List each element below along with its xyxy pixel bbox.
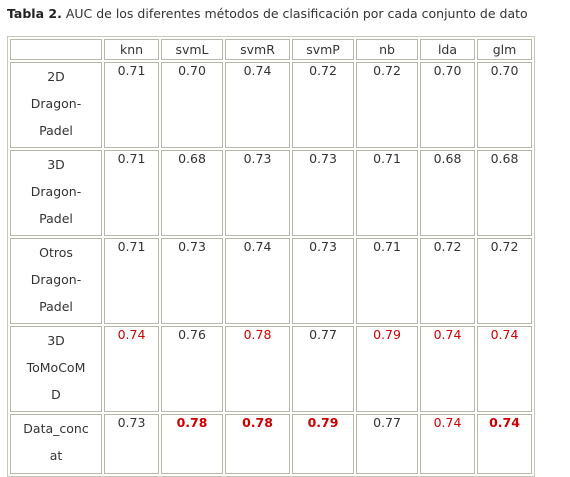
value-cell: 0.72 (356, 62, 418, 148)
row-header-line: Dragon- (30, 184, 82, 199)
value-cell: 0.72 (420, 238, 475, 324)
caption-text: AUC de los diferentes métodos de clasifi… (65, 6, 528, 21)
value-cell: 0.72 (292, 62, 354, 148)
value-cell: 0.79 (292, 414, 354, 474)
value-cell: 0.74 (477, 326, 532, 412)
value-cell: 0.77 (356, 414, 418, 474)
header-cell-knn: knn (104, 39, 159, 60)
value-cell: 0.70 (161, 62, 223, 148)
value-cell: 0.68 (477, 150, 532, 236)
row-header-line: Otros (39, 245, 73, 260)
value-cell: 0.74 (225, 62, 290, 148)
row-header: Otros Dragon- Padel (10, 238, 102, 324)
value-cell: 0.73 (225, 150, 290, 236)
row-header: Data_conc at (10, 414, 102, 474)
row-header-line: 3D (47, 157, 65, 172)
row-header: 3D ToMoCoM D (10, 326, 102, 412)
row-header-line: Dragon- (30, 96, 82, 111)
table-caption: Tabla 2. AUC de los diferentes métodos d… (7, 6, 528, 21)
value-cell: 0.77 (292, 326, 354, 412)
value-cell: 0.73 (292, 238, 354, 324)
value-cell: 0.74 (420, 326, 475, 412)
value-cell: 0.73 (292, 150, 354, 236)
value-cell: 0.70 (477, 62, 532, 148)
value-cell: 0.78 (161, 414, 223, 474)
value-cell: 0.68 (161, 150, 223, 236)
value-cell: 0.71 (356, 238, 418, 324)
header-cell-empty (10, 39, 102, 60)
row-header-line: at (49, 448, 63, 463)
row-header-line: Padel (39, 299, 73, 314)
value-cell: 0.72 (477, 238, 532, 324)
value-cell: 0.68 (420, 150, 475, 236)
header-row: knn svmL svmR svmP nb lda glm (10, 39, 532, 60)
value-cell: 0.70 (420, 62, 475, 148)
header-cell-svmr: svmR (225, 39, 290, 60)
table-row: Data_conc at 0.73 0.78 0.78 0.79 0.77 0.… (10, 414, 532, 474)
row-header-line: 2D (47, 69, 65, 84)
header-cell-lda: lda (420, 39, 475, 60)
row-header-line: 3D (47, 333, 65, 348)
header-cell-nb: nb (356, 39, 418, 60)
row-header: 2D Dragon- Padel (10, 62, 102, 148)
value-cell: 0.71 (104, 62, 159, 148)
row-header-line: Padel (39, 211, 73, 226)
header-cell-svmp: svmP (292, 39, 354, 60)
value-cell: 0.76 (161, 326, 223, 412)
value-cell: 0.73 (104, 414, 159, 474)
table-row: 2D Dragon- Padel 0.71 0.70 0.74 0.72 0.7… (10, 62, 532, 148)
header-cell-glm: glm (477, 39, 532, 60)
table-row: Otros Dragon- Padel 0.71 0.73 0.74 0.73 … (10, 238, 532, 324)
row-header-line: D (51, 387, 61, 402)
value-cell: 0.78 (225, 326, 290, 412)
caption-label: Tabla 2. (7, 6, 62, 21)
value-cell: 0.74 (225, 238, 290, 324)
value-cell: 0.73 (161, 238, 223, 324)
value-cell: 0.79 (356, 326, 418, 412)
value-cell: 0.71 (104, 150, 159, 236)
header-cell-svml: svmL (161, 39, 223, 60)
table-row: 3D ToMoCoM D 0.74 0.76 0.78 0.77 0.79 0.… (10, 326, 532, 412)
row-header-line: Dragon- (30, 272, 82, 287)
row-header-line: ToMoCoM (26, 360, 86, 375)
row-header-line: Data_conc (23, 421, 89, 436)
row-header-line: Padel (39, 123, 73, 138)
row-header: 3D Dragon- Padel (10, 150, 102, 236)
value-cell: 0.71 (356, 150, 418, 236)
value-cell: 0.71 (104, 238, 159, 324)
value-cell: 0.74 (420, 414, 475, 474)
value-cell: 0.74 (104, 326, 159, 412)
auc-table: knn svmL svmR svmP nb lda glm 2D Dragon-… (7, 36, 535, 477)
value-cell: 0.74 (477, 414, 532, 474)
table-row: 3D Dragon- Padel 0.71 0.68 0.73 0.73 0.7… (10, 150, 532, 236)
value-cell: 0.78 (225, 414, 290, 474)
